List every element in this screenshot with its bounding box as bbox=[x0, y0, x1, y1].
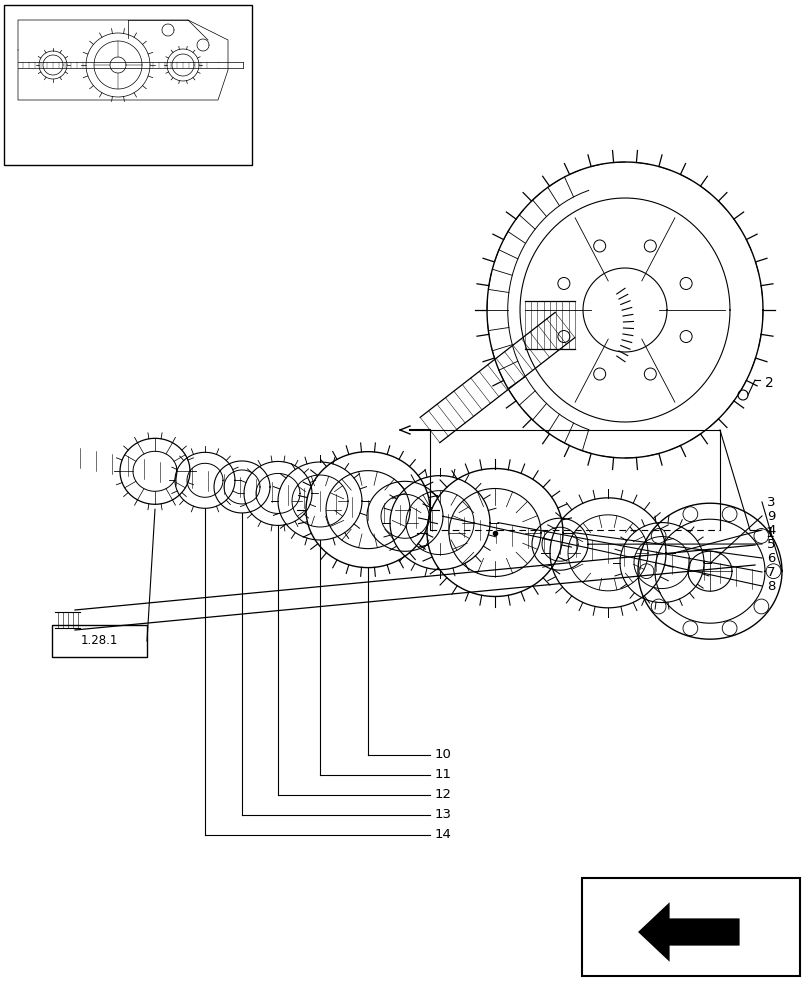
Text: 8: 8 bbox=[766, 580, 775, 592]
Text: 1.28.1: 1.28.1 bbox=[81, 635, 118, 648]
Bar bbox=[4, 5, 251, 165]
Text: 5: 5 bbox=[766, 538, 775, 550]
Text: 11: 11 bbox=[435, 768, 452, 782]
Text: 7: 7 bbox=[766, 566, 775, 578]
Bar bbox=[52, 625, 147, 657]
Text: 2: 2 bbox=[764, 376, 773, 390]
Text: 4: 4 bbox=[766, 524, 775, 536]
Text: 10: 10 bbox=[435, 748, 451, 762]
Text: 1: 1 bbox=[764, 526, 773, 540]
Text: 9: 9 bbox=[766, 510, 775, 522]
Polygon shape bbox=[635, 899, 740, 965]
Text: 14: 14 bbox=[435, 828, 451, 842]
Bar bbox=[581, 878, 799, 976]
Text: 12: 12 bbox=[435, 788, 452, 802]
Text: 6: 6 bbox=[766, 552, 775, 564]
Text: 13: 13 bbox=[435, 808, 452, 822]
Text: 3: 3 bbox=[766, 495, 775, 508]
